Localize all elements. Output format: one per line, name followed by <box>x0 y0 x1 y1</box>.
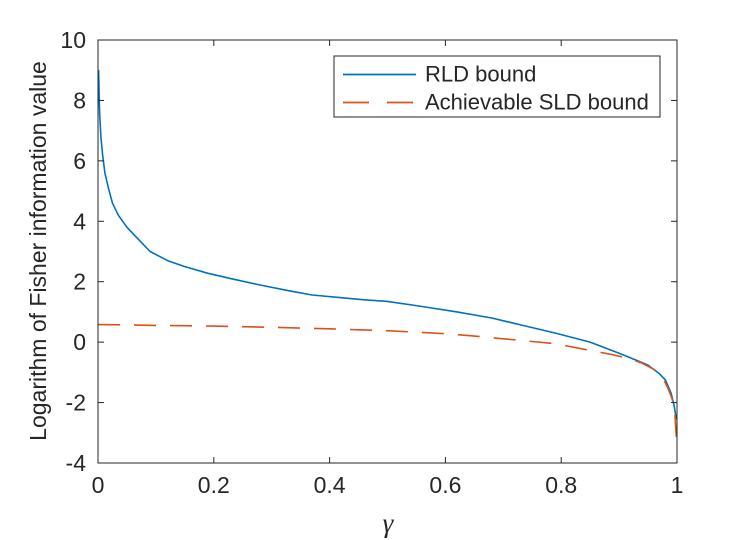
y-tick-label: 10 <box>60 27 86 53</box>
legend-box <box>333 55 661 118</box>
data-series <box>97 70 678 438</box>
x-tick-label: 0.8 <box>545 472 577 498</box>
x-tick-label: 0.4 <box>314 472 346 498</box>
axis-ticks <box>97 39 678 464</box>
x-tick-label: 0.2 <box>198 472 230 498</box>
y-tick-label: -4 <box>66 450 87 476</box>
x-tick-label: 0.6 <box>429 472 461 498</box>
y-tick-label: 2 <box>73 269 86 295</box>
x-tick-labels: 0 0.2 0.4 0.6 0.8 1 <box>92 472 684 498</box>
plot-area: 0 0.2 0.4 0.6 0.8 1 -4 -2 0 2 4 6 8 10 <box>60 27 683 498</box>
y-tick-label: 0 <box>73 329 86 355</box>
legend: RLD bound Achievable SLD bound <box>333 55 661 118</box>
y-tick-label: 4 <box>73 208 86 234</box>
x-tick-label: 0 <box>92 472 105 498</box>
legend-label-sld: Achievable SLD bound <box>425 90 649 115</box>
axes-box <box>97 39 678 464</box>
y-tick-label: 6 <box>73 148 86 174</box>
x-tick-label: 1 <box>671 472 684 498</box>
x-axis-label: γ <box>383 508 395 538</box>
legend-label-rld: RLD bound <box>425 62 536 87</box>
y-axis-label: Logarithm of Fisher information value <box>25 61 51 441</box>
y-tick-label: -2 <box>66 390 86 416</box>
y-tick-labels: -4 -2 0 2 4 6 8 10 <box>60 27 86 476</box>
y-tick-label: 8 <box>73 87 86 113</box>
